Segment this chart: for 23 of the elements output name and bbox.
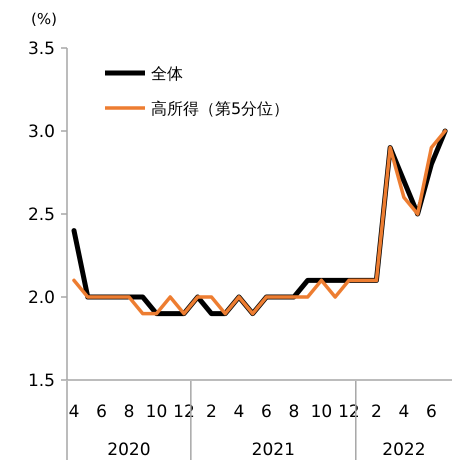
x-tick-label: 2 (370, 402, 382, 422)
text: 2022 (382, 440, 426, 460)
y-tick-label: 2.5 (28, 205, 55, 225)
x-tick-label: 8 (288, 402, 300, 422)
x-tick-label: 4 (68, 402, 80, 422)
y-tick-label: 1.5 (28, 371, 55, 391)
x-tick-label: 6 (261, 402, 272, 422)
legend-label: 全体 (151, 64, 183, 83)
x-tick-label: 6 (96, 402, 107, 422)
x-tick-label: 4 (398, 402, 410, 422)
x-tick-label: 10 (310, 402, 332, 422)
y-axis-title: (%) (31, 10, 57, 28)
x-tick-label: 6 (426, 402, 437, 422)
x-tick-label: 8 (124, 402, 134, 422)
legend-label: 高所得（第5分位） (151, 99, 290, 118)
text: 2021 (252, 440, 295, 460)
x-tick-label: 10 (146, 402, 168, 422)
x-tick-label: 4 (234, 402, 244, 422)
y-tick-label: 3.0 (28, 122, 55, 142)
x-tick-label: 2 (206, 402, 217, 422)
text: 2020 (107, 440, 151, 460)
y-tick-label: 3.5 (28, 39, 55, 59)
y-tick-label: 2.0 (28, 288, 55, 308)
